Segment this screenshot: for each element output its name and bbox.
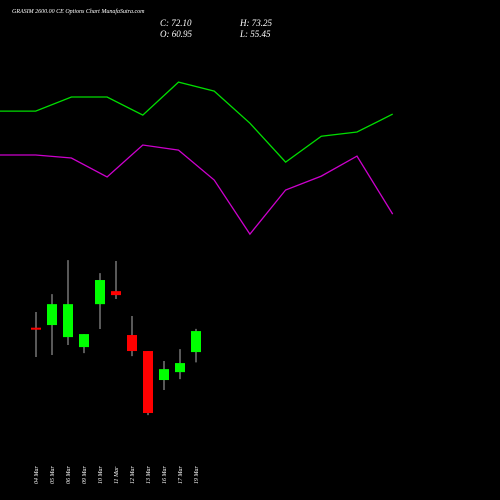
x-tick-label: 09 Mar xyxy=(82,466,88,484)
candle-body xyxy=(191,331,201,353)
x-tick-label: 16 Mar xyxy=(162,466,168,484)
close-label: C: 72.10 xyxy=(160,18,192,28)
x-tick-label: 19 Mar xyxy=(194,466,200,484)
open-label: O: 60.95 xyxy=(160,29,192,39)
x-tick-label: 12 Mar xyxy=(130,466,136,484)
candle-body xyxy=(159,369,169,381)
candle-body xyxy=(31,327,41,330)
x-tick-label: 10 Mar xyxy=(98,466,104,484)
high-label: H: 73.25 xyxy=(239,18,272,28)
x-tick-label: 13 Mar xyxy=(146,466,152,484)
x-tick-label: 06 Mar xyxy=(66,466,72,484)
candle-body xyxy=(175,363,185,373)
candle-body xyxy=(63,304,73,338)
x-tick-label: 04 Mar xyxy=(33,466,40,484)
x-tick-label: 17 Mar xyxy=(178,466,184,484)
candle-body xyxy=(95,280,105,305)
chart-title: GRASIM 2600.00 CE Options Chart MunafaSu… xyxy=(12,8,145,15)
x-tick-label: 11 Mar xyxy=(114,466,120,484)
candle-body xyxy=(143,351,153,413)
candle-body xyxy=(47,304,57,326)
indicator-line xyxy=(0,81,393,163)
indicator-line xyxy=(0,144,394,236)
candle-body xyxy=(111,291,121,296)
candle-body xyxy=(127,335,137,352)
candle-body xyxy=(79,334,89,348)
x-tick-label: 05 Mar xyxy=(50,466,56,484)
low-label: L: 55.45 xyxy=(239,29,271,39)
